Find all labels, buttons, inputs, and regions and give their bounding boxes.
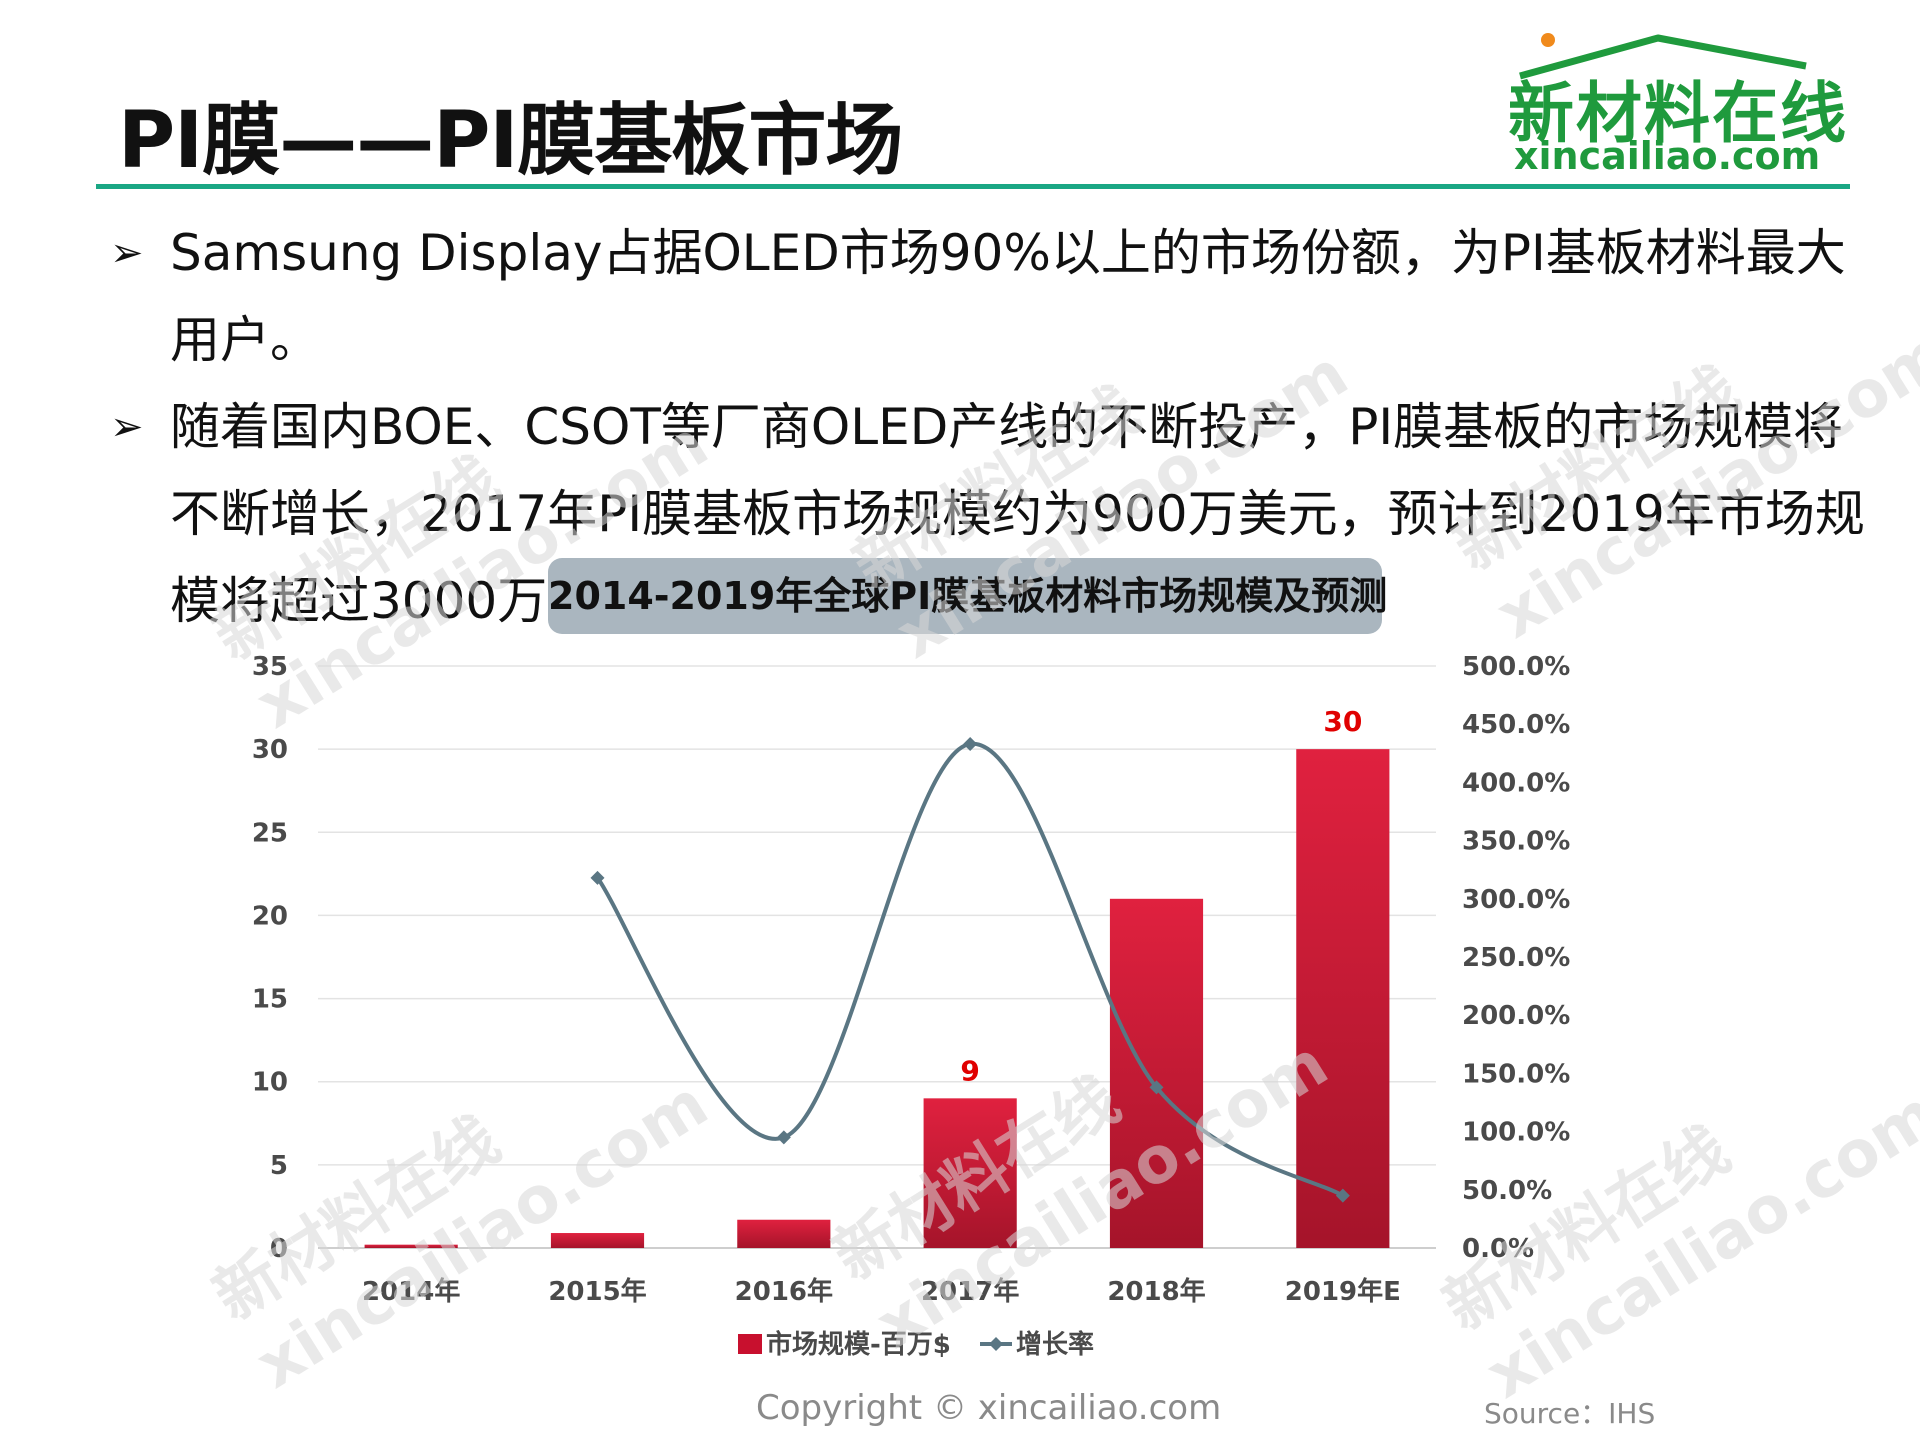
y-right-tick-label: 250.0%: [1462, 943, 1570, 973]
legend-label-line: 增长率: [1016, 1329, 1094, 1360]
bar: [737, 1219, 831, 1248]
bar: [923, 1098, 1017, 1248]
y-right-tick-label: 500.0%: [1462, 652, 1570, 682]
title-divider: [96, 184, 1850, 189]
growth-line: [595, 741, 1344, 1198]
brand-logo: 新材料在线 xincailiao.com: [1508, 30, 1848, 178]
x-tick-label: 2018年: [1107, 1276, 1205, 1307]
chart-title-box: 2014-2019年全球PI膜基板材料市场规模及预测: [548, 558, 1388, 634]
y-left-tick-label: 5: [270, 1151, 288, 1181]
bar: [550, 1233, 645, 1248]
copyright-text: Copyright © xincailiao.com: [756, 1388, 1222, 1428]
bullet-text: 随着国内BOE、CSOT等厂商OLED产线的不断投产，PI膜基板的市场规模将不断…: [170, 398, 1865, 630]
logo-text-cn: 新材料在线: [1508, 75, 1848, 152]
bar-data-label: 9: [960, 1054, 979, 1087]
y-left-tick-label: 25: [252, 818, 288, 848]
growth-point: [1335, 1188, 1350, 1203]
y-right-tick-label: 350.0%: [1462, 827, 1570, 857]
bar: [1109, 898, 1204, 1248]
bullet-item: ➢ 随着国内BOE、CSOT等厂商OLED产线的不断投产，PI膜基板的市场规模将…: [110, 384, 1890, 645]
bullet-text: Samsung Display占据OLED市场90%以上的市场份额，为PI基板材…: [170, 224, 1846, 369]
y-left-tick-label: 30: [252, 735, 288, 765]
y-left-tick-label: 15: [252, 985, 288, 1015]
y-left-tick-label: 35: [252, 652, 288, 682]
y-right-tick-label: 300.0%: [1462, 885, 1570, 915]
growth-point: [776, 1130, 791, 1145]
x-tick-label: 2014年: [362, 1276, 460, 1307]
x-tick-label: 2019年E: [1285, 1276, 1401, 1307]
growth-point: [1149, 1080, 1164, 1095]
chart-title: 2014-2019年全球PI膜基板材料市场规模及预测: [548, 574, 1388, 618]
source-text: Source：IHS: [1484, 1397, 1656, 1430]
growth-point: [963, 736, 978, 751]
x-tick-label: 2016年: [735, 1276, 833, 1307]
bullet-arrow-icon: ➢: [110, 230, 144, 276]
logo-text-en: xincailiao.com: [1514, 134, 1821, 178]
y-left-tick-label: 0: [270, 1234, 288, 1264]
legend-marker-line: [989, 1337, 1003, 1351]
page-title: PI膜——PI膜基板市场: [118, 96, 903, 186]
bar-data-label: 30: [1323, 705, 1362, 738]
y-right-tick-label: 50.0%: [1462, 1176, 1552, 1206]
y-left-tick-label: 10: [252, 1068, 288, 1098]
y-right-tick-label: 400.0%: [1462, 768, 1570, 798]
bullet-item: ➢ Samsung Display占据OLED市场90%以上的市场份额，为PI基…: [110, 210, 1890, 384]
legend-label-bar: 市场规模-百万$: [766, 1329, 951, 1360]
y-right-tick-label: 150.0%: [1462, 1059, 1570, 1089]
y-right-tick-label: 0.0%: [1462, 1234, 1534, 1264]
bullet-arrow-icon: ➢: [110, 404, 144, 450]
x-tick-label: 2015年: [548, 1276, 646, 1307]
y-right-tick-label: 450.0%: [1462, 710, 1570, 740]
logo-roof-icon: [1519, 33, 1807, 80]
x-tick-label: 2017年: [921, 1276, 1019, 1307]
legend-swatch-bar: [738, 1334, 762, 1354]
bullet-list: ➢ Samsung Display占据OLED市场90%以上的市场份额，为PI基…: [110, 210, 1890, 645]
y-right-tick-label: 100.0%: [1462, 1118, 1570, 1148]
growth-point: [590, 870, 605, 885]
y-left-tick-label: 20: [252, 901, 288, 931]
bar: [364, 1244, 458, 1248]
y-right-tick-label: 200.0%: [1462, 1001, 1570, 1031]
bar: [1296, 749, 1390, 1248]
